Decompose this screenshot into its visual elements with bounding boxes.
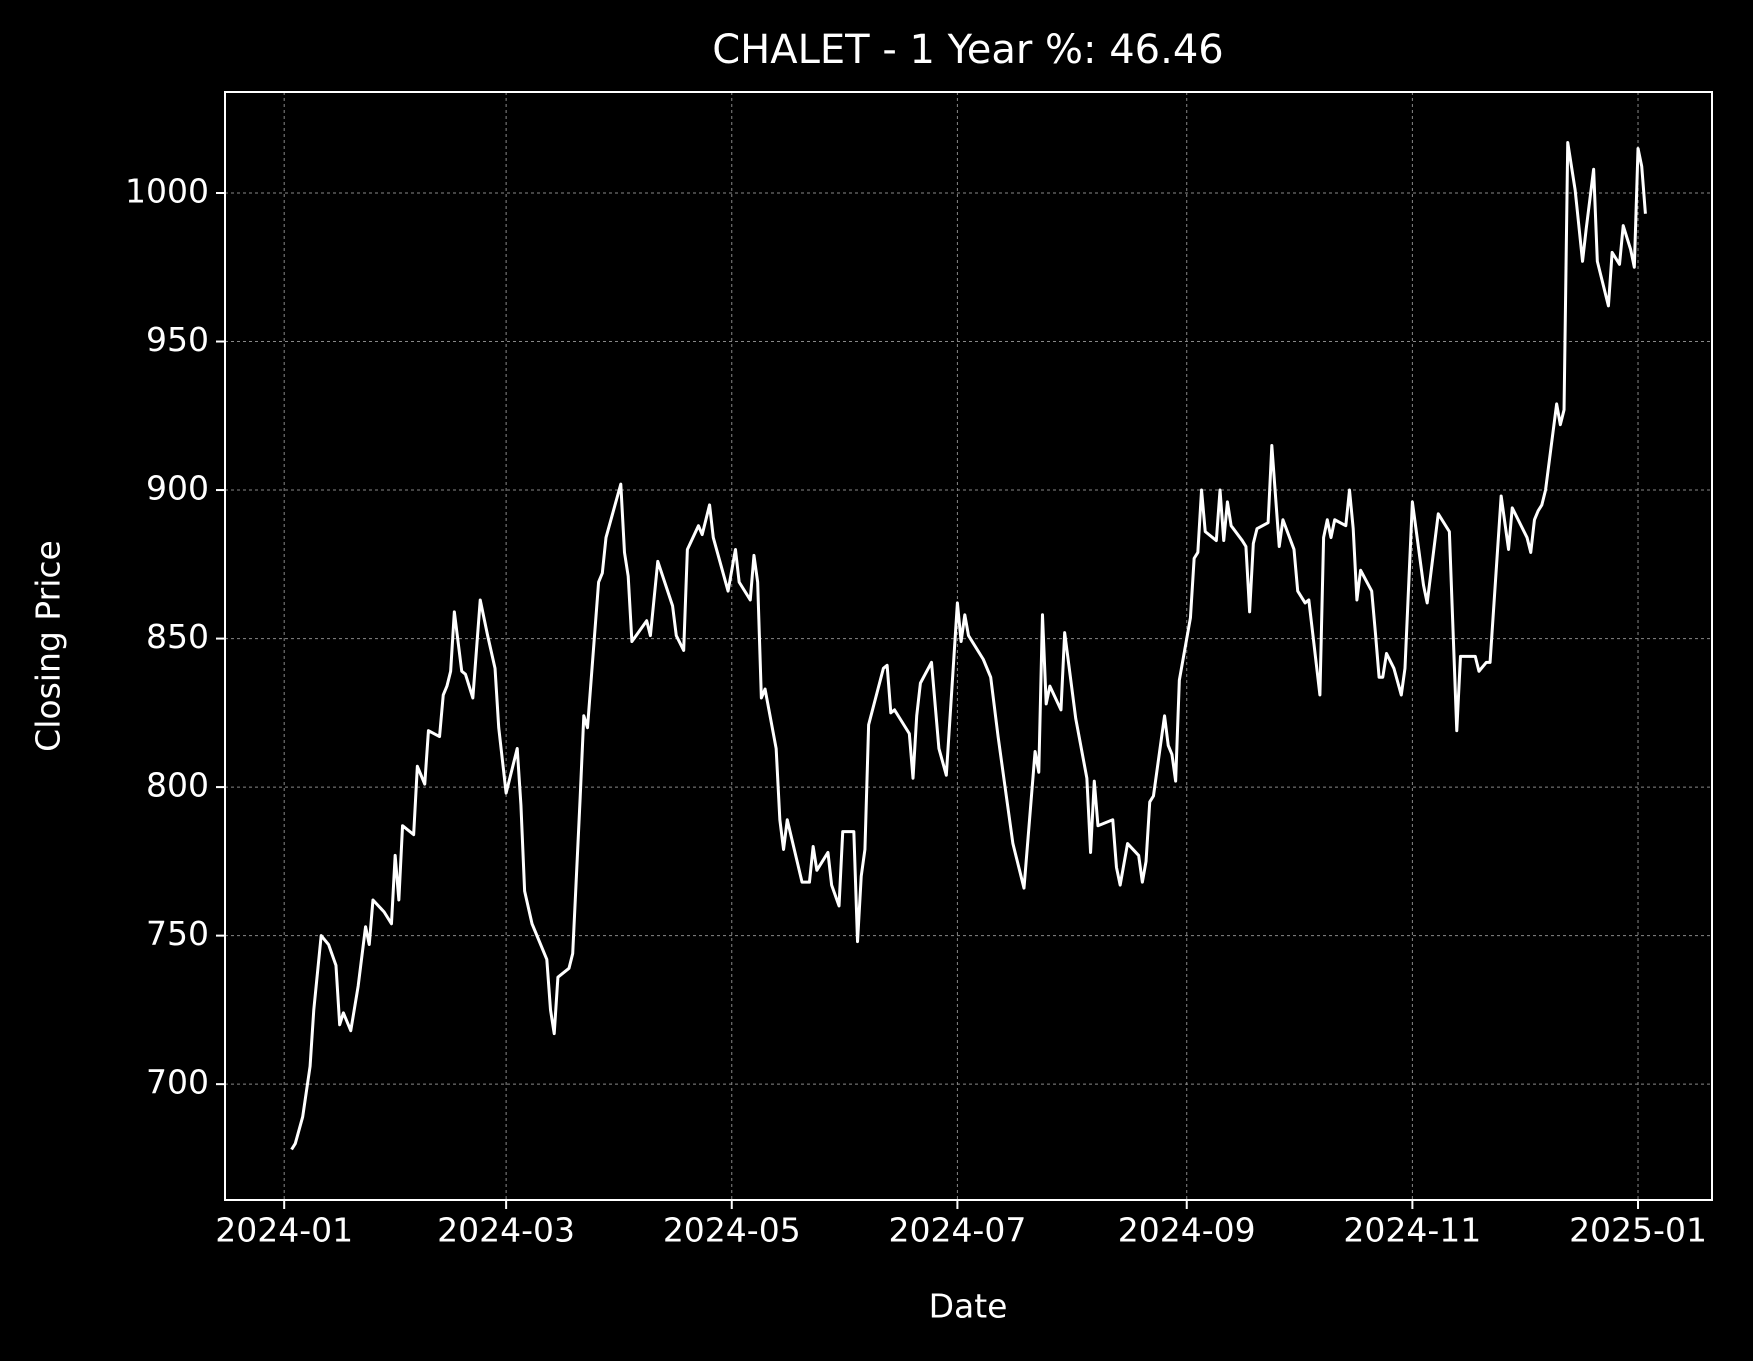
x-tick-label: 2024-09 — [1118, 1211, 1256, 1250]
x-tick-label: 2024-01 — [215, 1211, 353, 1250]
y-tick-label: 700 — [146, 1063, 209, 1102]
x-tick-label: 2024-03 — [437, 1211, 575, 1250]
x-tick-label: 2024-07 — [888, 1211, 1026, 1250]
x-tick-label: 2025-01 — [1569, 1211, 1707, 1250]
plot-frame — [224, 91, 1713, 1201]
y-tick-label: 850 — [146, 617, 209, 656]
y-tick-label: 950 — [146, 320, 209, 359]
y-tick-label: 800 — [146, 766, 209, 805]
chart-title: CHALET - 1 Year %: 46.46 — [712, 27, 1224, 73]
x-axis-label: Date — [929, 1287, 1008, 1326]
price-line — [290, 141, 1647, 1151]
y-tick-label: 900 — [146, 469, 209, 508]
y-tick-label: 1000 — [125, 171, 209, 210]
y-tick-label: 750 — [146, 914, 209, 953]
x-tick-label: 2024-11 — [1343, 1211, 1481, 1250]
y-axis-label: Closing Price — [29, 540, 68, 752]
x-tick-label: 2024-05 — [663, 1211, 801, 1250]
